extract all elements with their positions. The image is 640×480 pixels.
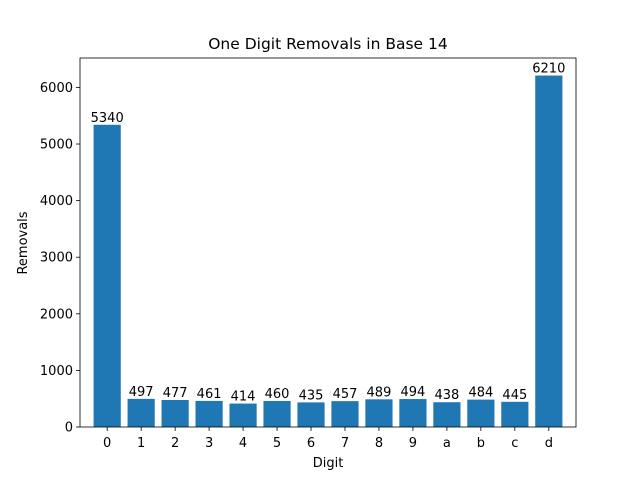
y-tick-label-2000: 2000 — [40, 307, 73, 322]
y-tick-label-1000: 1000 — [40, 364, 73, 379]
chart-title: One Digit Removals in Base 14 — [208, 35, 448, 53]
data-label-b: 484 — [468, 386, 493, 401]
x-tick-label-3: 3 — [205, 436, 213, 451]
data-label-8: 489 — [367, 385, 392, 400]
bar-6 — [297, 402, 325, 427]
x-tick-label-4: 4 — [239, 436, 247, 451]
x-tick-label-9: 9 — [409, 436, 417, 451]
x-tick-label-5: 5 — [273, 436, 281, 451]
data-label-0: 5340 — [91, 111, 124, 126]
plot-area: 5340 0 497 1 477 2 461 3 414 4 460 5 435 6 457 7 489 8 494… — [40, 57, 577, 451]
bar-d — [535, 75, 563, 427]
data-label-2: 477 — [163, 386, 188, 401]
x-axis-title: Digit — [313, 456, 344, 471]
bar-8 — [365, 399, 393, 427]
y-tick-label-6000: 6000 — [40, 81, 73, 96]
data-label-6: 435 — [299, 388, 324, 403]
data-label-7: 457 — [333, 387, 358, 402]
x-tick-label-8: 8 — [375, 436, 383, 451]
bar-3 — [195, 400, 223, 427]
data-label-3: 461 — [197, 387, 222, 402]
bar-a — [433, 402, 461, 427]
data-label-9: 494 — [401, 385, 426, 400]
axes-frame — [79, 57, 577, 428]
data-label-c: 445 — [502, 388, 527, 403]
x-tick-label-6: 6 — [307, 436, 315, 451]
x-tick-label-c: c — [511, 436, 518, 451]
y-tick-label-4000: 4000 — [40, 194, 73, 209]
y-tick-label-3000: 3000 — [40, 251, 73, 266]
data-label-4: 414 — [231, 390, 256, 405]
y-tick-label-5000: 5000 — [40, 138, 73, 153]
x-tick-label-d: d — [545, 436, 553, 451]
bar-5 — [263, 400, 291, 427]
bar-2 — [161, 400, 189, 427]
x-tick-label-2: 2 — [171, 436, 179, 451]
bar-4 — [229, 403, 257, 427]
data-label-a: 438 — [434, 388, 459, 403]
x-tick-label-a: a — [443, 436, 451, 451]
bar-c — [501, 401, 529, 427]
bar-b — [467, 399, 495, 427]
bar-1 — [127, 398, 155, 427]
data-label-1: 497 — [129, 385, 154, 400]
data-label-d: 6210 — [532, 62, 565, 77]
x-tick-label-0: 0 — [103, 436, 111, 451]
bar-7 — [331, 401, 359, 427]
bar-0 — [93, 124, 121, 427]
x-tick-label-b: b — [477, 436, 485, 451]
y-axis-title: Removals — [16, 211, 31, 274]
data-label-5: 460 — [265, 387, 290, 402]
y-tick-label-0: 0 — [65, 421, 73, 436]
x-tick-label-1: 1 — [137, 436, 145, 451]
x-tick-label-7: 7 — [341, 436, 349, 451]
bar-9 — [399, 399, 427, 427]
